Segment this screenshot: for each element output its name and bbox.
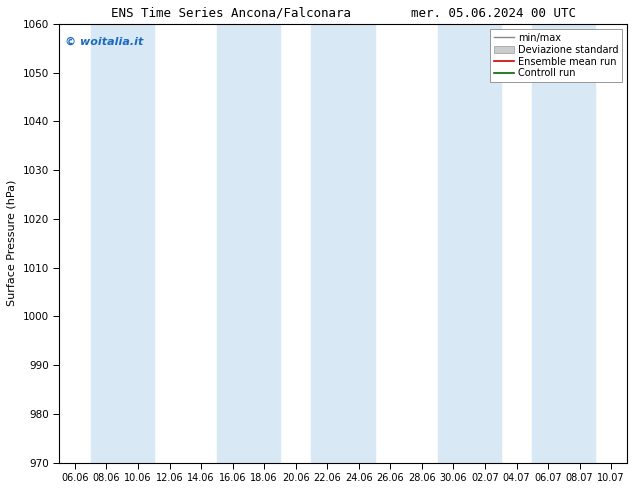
Bar	[311, 24, 375, 463]
Legend: min/max, Deviazione standard, Ensemble mean run, Controll run: min/max, Deviazione standard, Ensemble m…	[491, 29, 622, 82]
Bar	[437, 24, 501, 463]
Y-axis label: Surface Pressure (hPa): Surface Pressure (hPa)	[7, 180, 17, 306]
Bar	[91, 24, 154, 463]
Bar	[533, 24, 595, 463]
Text: © woitalia.it: © woitalia.it	[65, 37, 143, 47]
Title: ENS Time Series Ancona/Falconara        mer. 05.06.2024 00 UTC: ENS Time Series Ancona/Falconara mer. 05…	[110, 7, 576, 20]
Bar	[217, 24, 280, 463]
